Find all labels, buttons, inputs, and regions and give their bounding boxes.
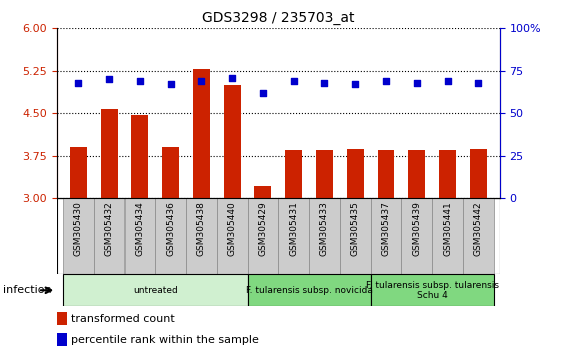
Text: percentile rank within the sample: percentile rank within the sample [71,335,259,345]
Point [350,81,360,87]
Point [412,80,421,86]
Text: F. tularensis subsp. tularensis
Schu 4: F. tularensis subsp. tularensis Schu 4 [366,281,499,300]
Bar [224,85,241,198]
Bar [371,198,402,274]
Bar [470,149,487,198]
Text: GSM305429: GSM305429 [258,201,268,256]
Text: GSM305442: GSM305442 [474,201,483,256]
Bar [63,274,248,306]
Text: GSM305437: GSM305437 [382,201,391,256]
Bar [402,198,432,274]
Bar [57,333,66,346]
Text: GSM305439: GSM305439 [412,201,421,256]
Text: infection: infection [3,285,52,295]
Point [135,78,144,84]
Bar [278,198,309,274]
Point [74,80,83,86]
Bar [408,150,425,198]
Point [474,80,483,86]
Text: GSM305436: GSM305436 [166,201,175,256]
Bar [316,150,333,198]
Text: transformed count: transformed count [71,314,175,324]
Point [228,75,237,80]
Point [289,78,298,84]
Bar [439,150,456,198]
Text: GSM305438: GSM305438 [197,201,206,256]
Text: GSM305430: GSM305430 [74,201,83,256]
Bar [463,198,494,274]
Text: F. tularensis subsp. novicida: F. tularensis subsp. novicida [245,286,373,295]
Text: GSM305432: GSM305432 [105,201,114,256]
Bar [254,186,272,198]
Bar [186,198,217,274]
Text: GSM305440: GSM305440 [228,201,237,256]
Bar [340,198,370,274]
Bar [155,198,186,274]
Point [105,76,114,82]
Bar [101,109,118,198]
Bar [193,69,210,198]
Bar [378,150,394,198]
Text: GSM305433: GSM305433 [320,201,329,256]
Text: untreated: untreated [133,286,178,295]
Bar [57,312,66,325]
Bar [217,198,248,274]
Point [382,78,391,84]
Text: GSM305431: GSM305431 [289,201,298,256]
Point [258,90,268,96]
Bar [63,198,94,274]
Text: GSM305434: GSM305434 [135,201,144,256]
Bar [309,198,340,274]
Text: GSM305441: GSM305441 [443,201,452,256]
Bar [347,149,364,198]
Point [443,78,452,84]
Point [166,81,175,87]
Bar [124,198,155,274]
Bar [70,147,87,198]
Bar [94,198,124,274]
Bar [285,150,302,198]
Bar [371,274,494,306]
Bar [162,147,179,198]
Point [320,80,329,86]
Title: GDS3298 / 235703_at: GDS3298 / 235703_at [202,11,354,24]
Point [197,78,206,84]
Text: GSM305435: GSM305435 [350,201,360,256]
Bar [248,274,370,306]
Bar [248,198,278,274]
Bar [131,115,148,198]
Bar [432,198,463,274]
